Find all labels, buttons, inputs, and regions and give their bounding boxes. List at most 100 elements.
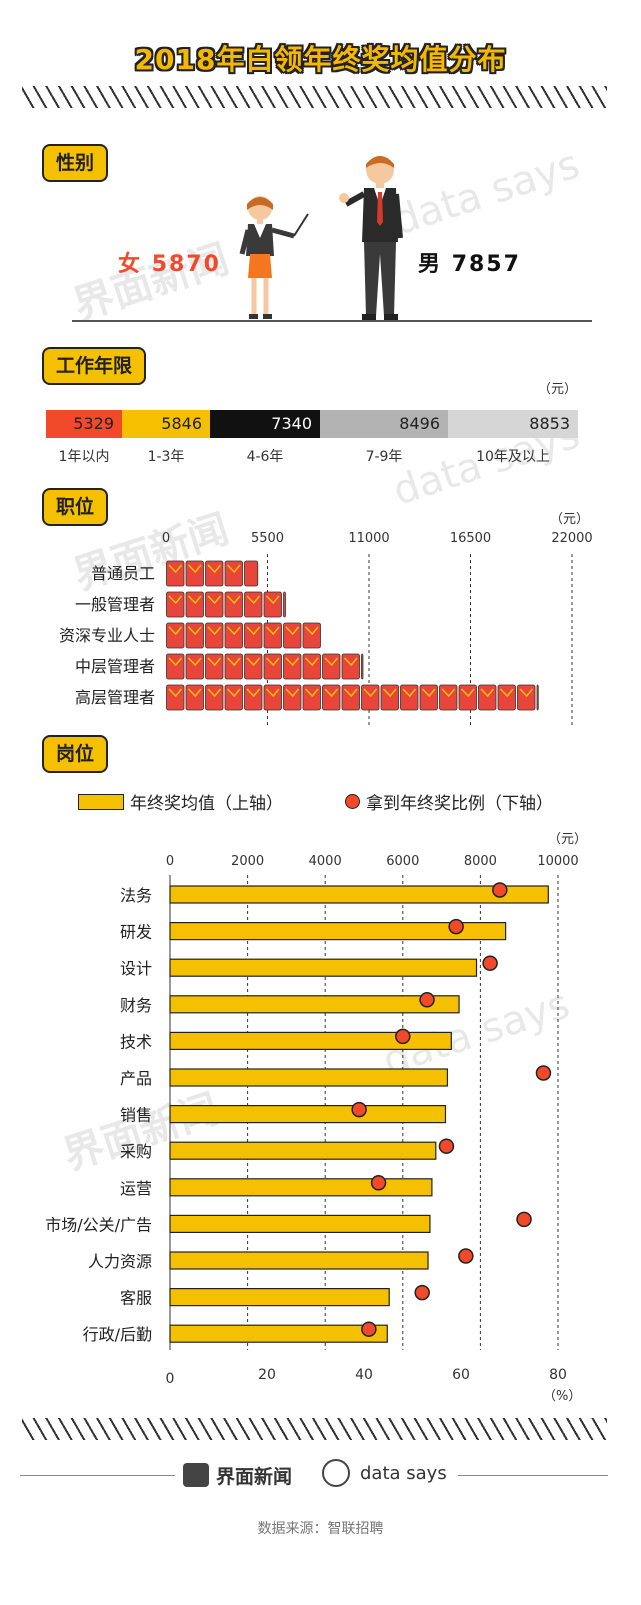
female-gender-label: 女 — [118, 252, 143, 277]
job-bar — [169, 1178, 433, 1197]
section-tag-work-years: 工作年限 — [42, 347, 147, 385]
job-bar — [169, 995, 460, 1014]
job-ratio-dot — [535, 1065, 552, 1081]
job-ratio-dot — [482, 955, 498, 971]
position-category-label: 中层管理者 — [75, 657, 155, 676]
job-ratio-dot — [414, 1284, 430, 1301]
job-top-tick-label: 0 — [166, 854, 174, 869]
work-years-label: 1-3年 — [147, 449, 185, 465]
job-bar — [169, 921, 507, 941]
job-bar — [169, 1251, 429, 1270]
position-bar — [166, 684, 539, 711]
female-value: 5870 — [151, 252, 221, 277]
jiemian-logo-icon — [183, 1463, 209, 1487]
position-bar — [166, 560, 259, 587]
job-bottom-tick-label: 60 — [452, 1367, 470, 1383]
job-category-label: 行政/后勤 — [83, 1325, 152, 1344]
job-bar — [169, 1324, 388, 1343]
position-category-label: 资深专业人士 — [59, 626, 155, 645]
job-bar — [169, 1031, 452, 1050]
job-category-label: 市场/公关/广告 — [45, 1215, 152, 1234]
position-bar — [166, 591, 286, 618]
work-years-label: 4-6年 — [246, 449, 284, 465]
job-bar — [169, 885, 549, 904]
job-ratio-dot — [361, 1321, 377, 1337]
position-tick-label: 22000 — [551, 531, 592, 546]
position-tick-label: 16500 — [450, 531, 491, 546]
job-category-label: 设计 — [120, 959, 152, 978]
male-value: 7857 — [451, 252, 521, 277]
position-unit: （元） — [550, 512, 590, 527]
female-figure — [239, 196, 309, 319]
footer-line-right — [458, 1475, 608, 1476]
divider-top — [22, 86, 607, 108]
position-tick-label: 0 — [162, 531, 170, 546]
work-years-segment: 5846 — [122, 410, 210, 438]
job-top-tick-label: 6000 — [386, 854, 419, 869]
data-source: 数据来源：智联招聘 — [257, 1521, 384, 1537]
job-top-tick-label: 4000 — [309, 854, 342, 869]
job-top-tick-label: 10000 — [537, 854, 578, 869]
job-ratio-dot — [492, 882, 508, 898]
position-category-label: 高层管理者 — [75, 688, 155, 707]
footer-brand-jiemian: 界面新闻 — [216, 1466, 293, 1488]
work-years-label: 10年及以上 — [476, 449, 550, 465]
job-bottom-tick-label: 40 — [355, 1367, 373, 1383]
section-tag-job-function: 岗位 — [42, 735, 109, 773]
section-tag-position: 职位 — [42, 488, 109, 526]
footer-brand-datasays: data says — [360, 1463, 447, 1484]
job-ratio-dot — [351, 1101, 367, 1118]
datasays-logo-icon — [322, 1459, 350, 1487]
footer-line-left — [20, 1475, 175, 1476]
job-bar — [169, 1105, 447, 1124]
job-bottom-tick-label: 80 — [549, 1367, 567, 1383]
work-years-segment: 7340 — [210, 410, 320, 438]
work-years-segment: 8853 — [448, 410, 578, 438]
position-tick-label: 5500 — [251, 531, 284, 546]
job-bar — [169, 958, 478, 977]
position-bar — [166, 653, 364, 680]
work-years-bar: 5329 5846 7340 8496 8853 — [46, 410, 578, 438]
job-bar — [169, 1288, 390, 1307]
position-category-label: 一般管理者 — [75, 595, 155, 614]
watermark-jiemian: 界面新闻 — [68, 236, 235, 330]
job-category-label: 销售 — [120, 1106, 152, 1125]
male-label: 男 7857 — [418, 246, 521, 278]
job-bar — [169, 1141, 437, 1160]
legend-dot-swatch — [345, 794, 360, 809]
male-figure — [339, 156, 403, 320]
job-top-unit: （元） — [548, 832, 588, 847]
job-bottom-unit: （%） — [543, 1389, 582, 1404]
job-category-label: 人力资源 — [88, 1252, 152, 1271]
legend-bar-swatch — [78, 794, 124, 810]
position-category-label: 普通员工 — [91, 564, 155, 583]
job-ratio-dot — [395, 1028, 411, 1045]
job-bar — [169, 1068, 449, 1087]
job-category-label: 客服 — [120, 1289, 152, 1308]
job-ratio-dot — [370, 1175, 387, 1191]
job-category-label: 研发 — [120, 923, 152, 942]
divider-bottom — [22, 1418, 607, 1440]
job-category-label: 采购 — [120, 1142, 152, 1161]
job-category-label: 技术 — [120, 1032, 152, 1051]
watermark-datasays: data says — [387, 141, 586, 245]
job-ratio-dot — [458, 1248, 474, 1264]
work-years-label: 7-9年 — [365, 449, 403, 465]
job-ratio-dot — [419, 992, 435, 1008]
job-category-label: 法务 — [120, 886, 152, 905]
work-years-segment: 5329 — [46, 410, 122, 438]
work-years-segment: 8496 — [320, 410, 448, 438]
position-chart: 0 5500 11000 16500 22000 普通员工一般管理者资深专业人士中层管理者… — [59, 531, 593, 728]
position-tick-label: 11000 — [348, 531, 389, 546]
job-ratio-dot — [438, 1138, 455, 1154]
legend-bar-label: 年终奖均值（上轴） — [130, 794, 283, 814]
section-tag-gender: 性别 — [42, 144, 109, 182]
ground-line — [72, 320, 592, 322]
job-category-label: 产品 — [120, 1069, 152, 1088]
page-title: 2018年白领年终奖均值分布 — [134, 43, 507, 76]
male-gender-label: 男 — [418, 252, 443, 277]
female-label: 女 5870 — [118, 246, 221, 278]
job-category-label: 财务 — [120, 996, 152, 1015]
job-bar — [169, 1214, 431, 1233]
legend-dot-label: 拿到年终奖比例（下轴） — [366, 794, 553, 814]
